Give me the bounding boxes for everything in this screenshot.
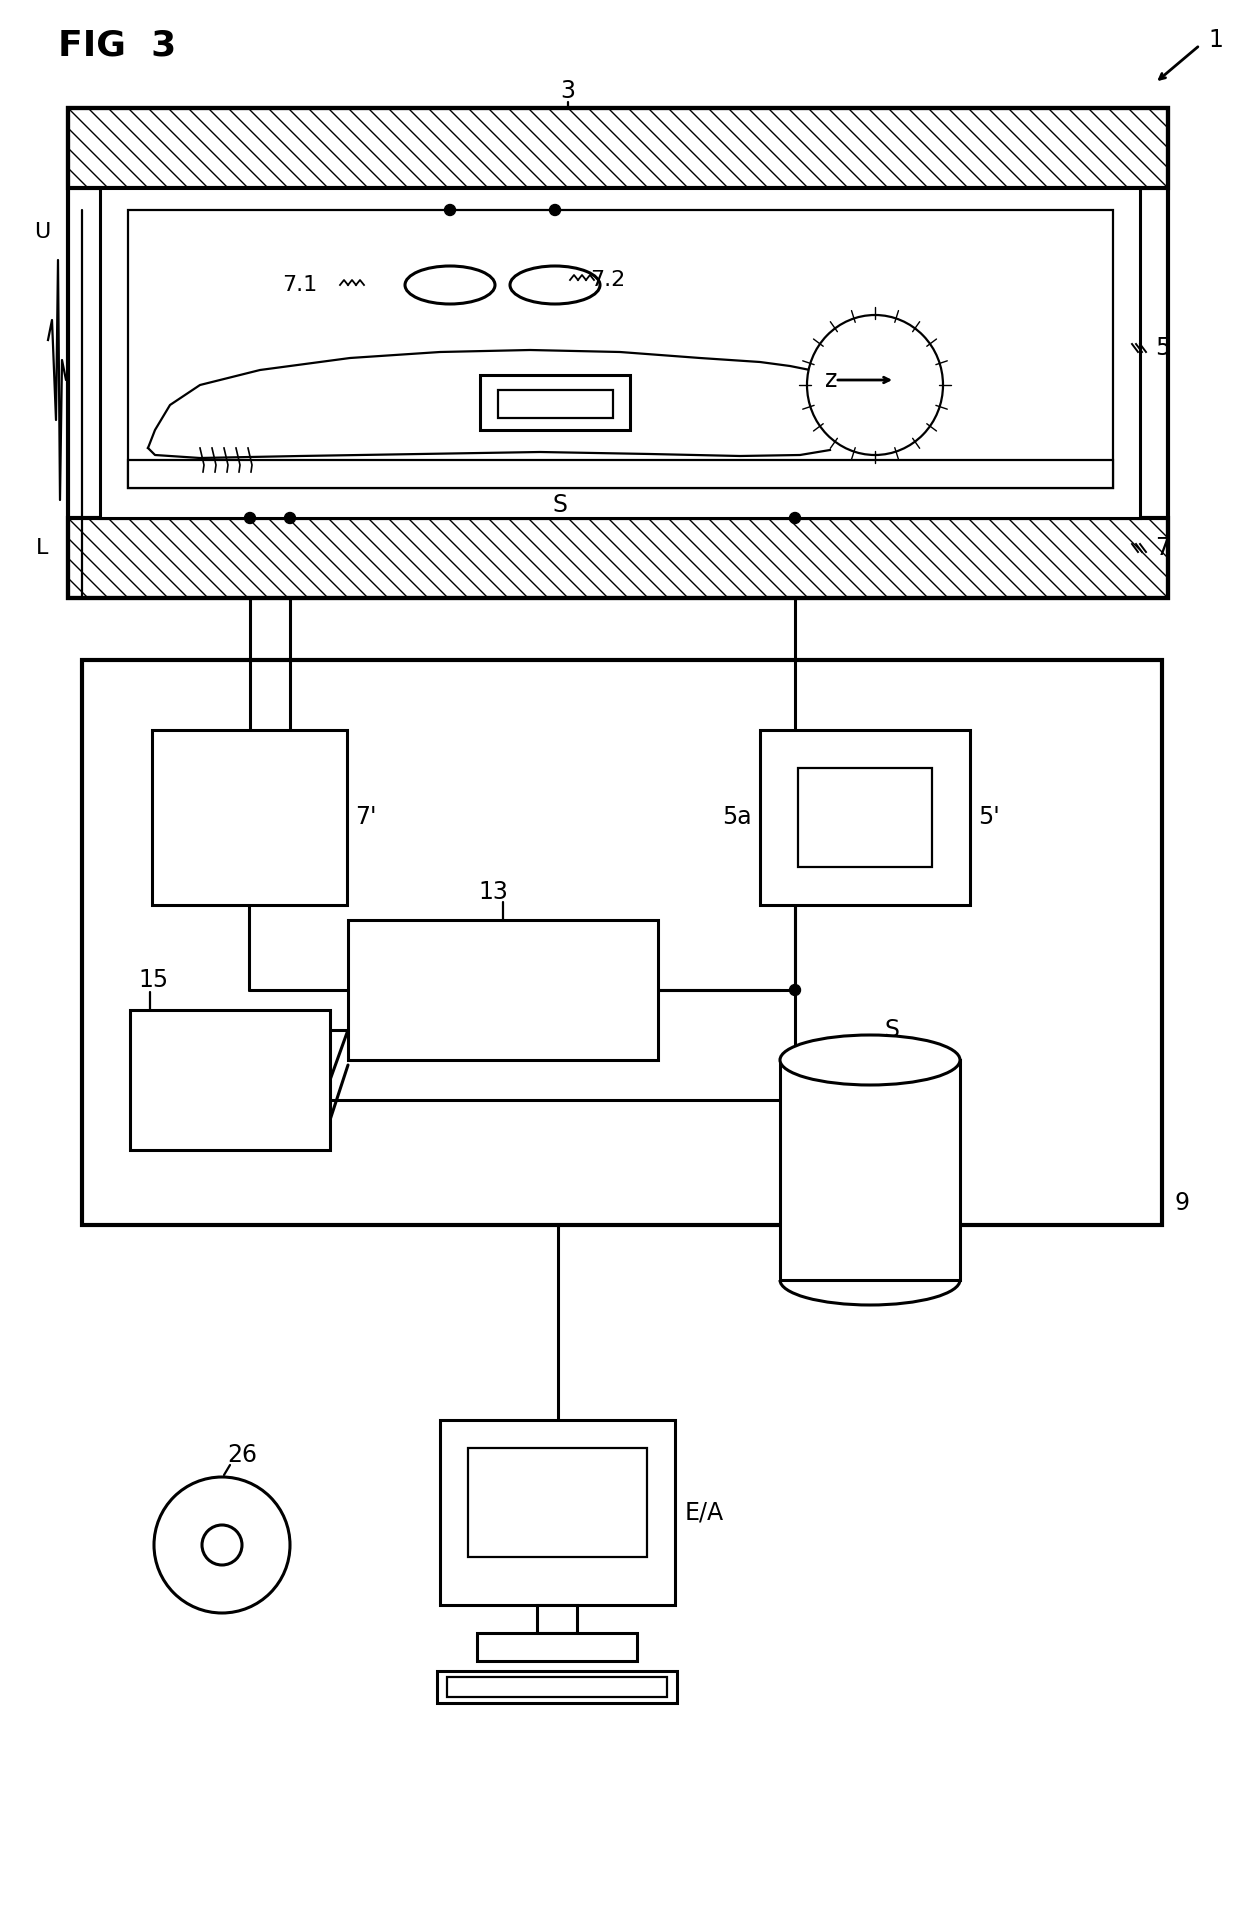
Bar [68,109,1168,189]
Bar [446,1676,667,1697]
Bar [153,730,347,905]
Text: 1: 1 [1208,29,1223,51]
Circle shape [202,1526,242,1566]
Circle shape [790,985,801,996]
Text: U: U [33,223,50,242]
Text: 7: 7 [1154,535,1171,560]
Text: z: z [825,368,837,392]
Bar [477,1633,637,1661]
Bar [130,1010,330,1151]
Ellipse shape [405,267,495,305]
Text: S: S [553,493,568,516]
Bar [480,375,630,431]
Text: 7.2: 7.2 [590,271,625,290]
Bar [68,109,1168,598]
Ellipse shape [510,267,600,305]
Circle shape [444,204,455,215]
Ellipse shape [780,1034,960,1086]
Text: 26: 26 [227,1442,257,1467]
Bar [799,768,932,867]
Text: L: L [36,537,48,558]
Text: 5: 5 [1154,335,1171,360]
Text: 3: 3 [560,78,575,103]
Circle shape [549,204,560,215]
Bar [760,730,970,905]
Text: 15: 15 [138,968,169,993]
Text: E/A: E/A [684,1499,724,1524]
Bar [436,1671,677,1703]
Ellipse shape [807,314,942,455]
Bar [128,459,1114,488]
Bar [780,1059,960,1280]
Bar [440,1419,675,1606]
Bar [82,659,1162,1225]
Bar [100,189,1140,518]
Text: 5': 5' [978,806,999,829]
Text: 13: 13 [479,880,508,905]
Circle shape [284,512,295,524]
Text: FIG  3: FIG 3 [58,29,176,63]
Text: 7': 7' [355,806,377,829]
Bar [348,920,658,1059]
Circle shape [790,512,801,524]
Circle shape [244,512,255,524]
Bar [467,1448,647,1556]
Circle shape [154,1476,290,1614]
Bar [537,1606,577,1633]
Bar [498,391,613,417]
Bar [68,518,1168,598]
Text: 7.1: 7.1 [281,274,317,295]
Text: 9: 9 [1174,1191,1189,1215]
Text: 5a: 5a [723,806,751,829]
Text: S: S [884,1017,899,1042]
Bar [128,210,1114,488]
